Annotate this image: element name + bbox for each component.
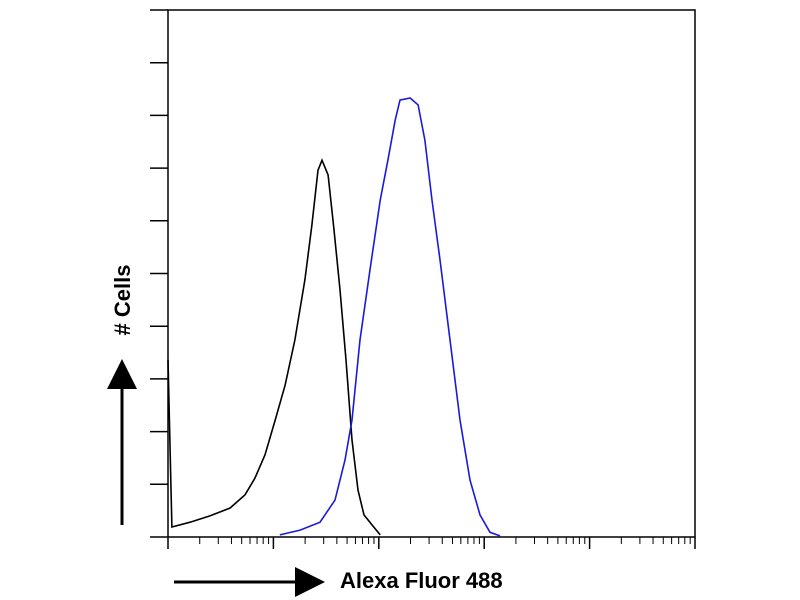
plot-frame: [167, 9, 696, 538]
x-axis-label: Alexa Fluor 488: [340, 568, 503, 593]
histogram-line: [167, 158, 381, 536]
y-axis-label: # Cells: [110, 265, 135, 336]
histogram-line: [279, 97, 501, 537]
